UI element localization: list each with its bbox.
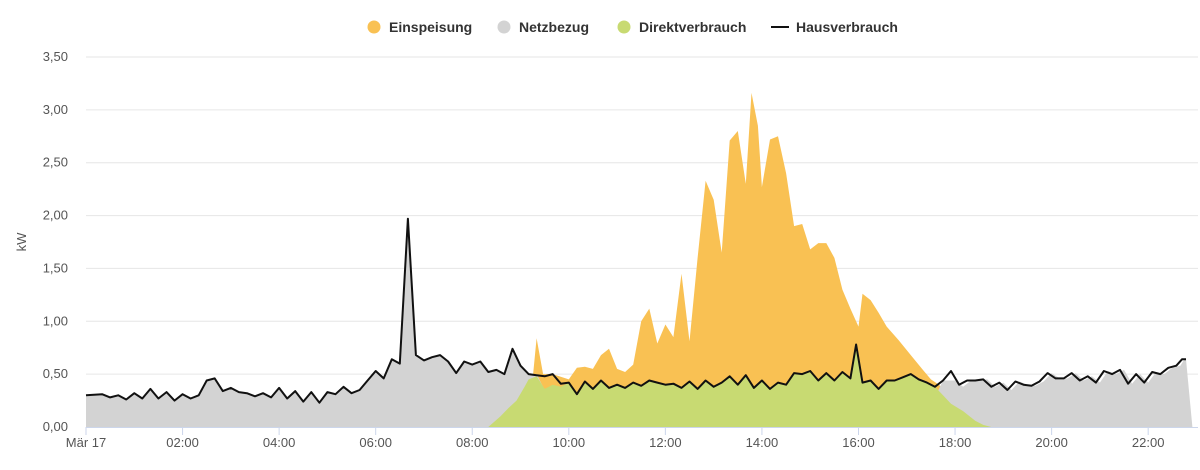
legend-label: Einspeisung [389,19,472,35]
legend-item-netzbezug[interactable]: Netzbezug [497,19,590,35]
x-tick-label: Mär 17 [66,435,106,450]
legend-label: Direktverbrauch [639,19,746,35]
y-tick-label: 0,00 [43,419,68,434]
x-tick-label: 22:00 [1132,435,1165,450]
legend-label: Netzbezug [519,19,589,35]
legend-item-einspeisung[interactable]: Einspeisung [367,19,473,35]
series-areas [86,92,1193,428]
y-tick-label: 1,00 [43,313,68,328]
x-tick-label: 20:00 [1035,435,1068,450]
y-axis-label: kW [14,232,29,252]
legend[interactable]: Einspeisung Netzbezug Direktverbrauch Hausv… [367,19,898,35]
legend-item-hausverbrauch[interactable]: Hausverbrauch [771,19,898,35]
legend-circle-symbol [497,20,511,34]
y-tick-label: 2,00 [43,208,68,223]
legend-circle-symbol [617,20,631,34]
x-tick-label: 12:00 [649,435,682,450]
y-axis-ticks: 0,00 0,50 1,00 1,50 2,00 2,50 3,00 3,50 [43,49,68,434]
area-direktverbrauch [488,344,992,427]
area-einspeisung [512,92,988,428]
legend-circle-symbol [367,20,381,34]
legend-item-direktverbrauch[interactable]: Direktverbrauch [617,19,747,35]
x-axis-ticks: Mär 17 02:00 04:00 06:00 08:00 10:00 12:00 14:0… [66,427,1165,450]
x-tick-label: 08:00 [456,435,489,450]
x-tick-label: 04:00 [263,435,296,450]
x-tick-label: 02:00 [166,435,199,450]
area-netzbezug [86,218,1193,427]
legend-label: Hausverbrauch [796,19,898,35]
x-tick-label: 14:00 [746,435,779,450]
y-tick-label: 0,50 [43,366,68,381]
x-tick-label: 18:00 [939,435,972,450]
y-tick-label: 3,00 [43,102,68,117]
line-hausverbrauch [85,217,1186,404]
y-tick-label: 2,50 [43,155,68,170]
x-tick-label: 16:00 [842,435,875,450]
y-tick-label: 3,50 [43,49,68,64]
x-tick-label: 06:00 [359,435,392,450]
y-tick-label: 1,50 [43,260,68,275]
x-tick-label: 10:00 [553,435,586,450]
series-lines [85,217,1186,404]
